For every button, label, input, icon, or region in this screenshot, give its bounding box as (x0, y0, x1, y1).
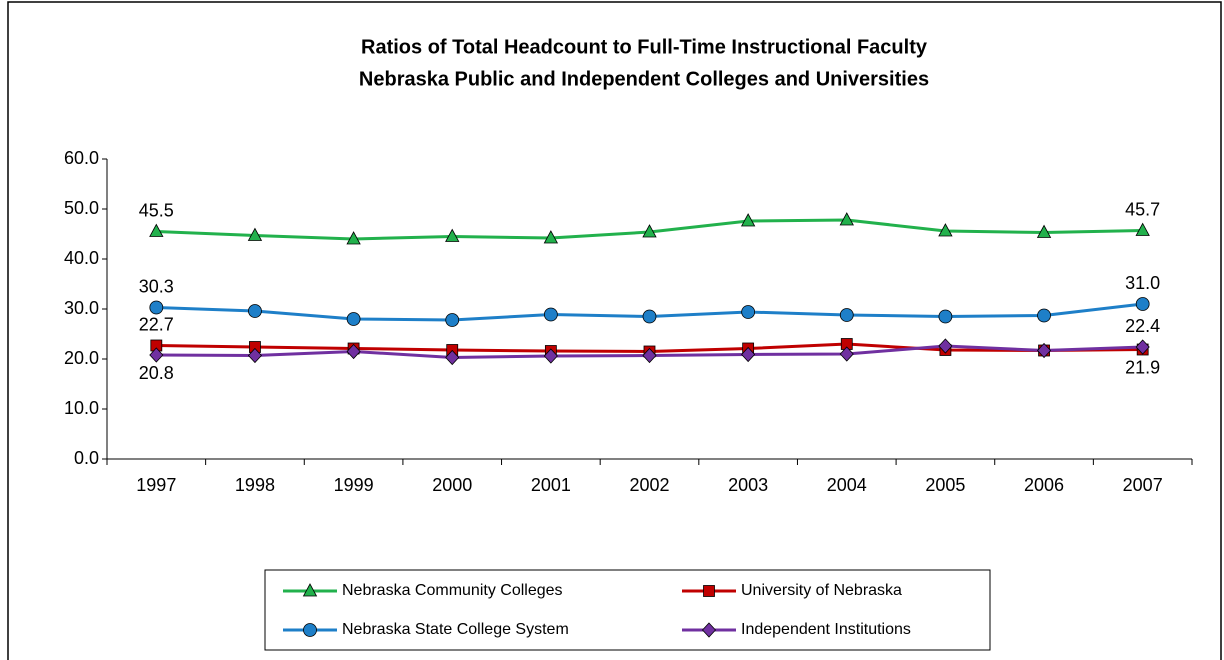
data-label: 21.9 (1125, 357, 1160, 377)
data-label: 22.4 (1125, 316, 1160, 336)
data-label: 31.0 (1125, 273, 1160, 293)
marker (642, 309, 657, 324)
marker (642, 224, 657, 238)
y-tick-label: 60.0 (64, 148, 99, 168)
x-tick-label: 1999 (334, 475, 374, 495)
x-tick-label: 2007 (1123, 475, 1163, 495)
marker (741, 305, 756, 319)
marker (543, 307, 558, 322)
marker (938, 338, 953, 354)
legend-label: Nebraska Community Colleges (342, 582, 563, 599)
marker (543, 230, 559, 244)
marker (149, 300, 164, 315)
marker (1037, 308, 1051, 323)
marker (1036, 224, 1052, 238)
data-label: 45.5 (139, 200, 174, 220)
marker (703, 585, 715, 597)
marker (740, 213, 756, 227)
x-tick-label: 2003 (728, 475, 768, 495)
marker (741, 346, 756, 363)
marker (642, 347, 657, 364)
y-tick-label: 20.0 (64, 348, 99, 368)
x-tick-label: 2001 (531, 475, 571, 495)
legend-label: Nebraska State College System (342, 621, 569, 638)
marker (701, 622, 717, 638)
marker (247, 227, 263, 241)
x-tick-label: 1997 (136, 475, 176, 495)
marker (1135, 297, 1150, 311)
marker (1135, 222, 1150, 236)
marker (1135, 339, 1150, 355)
legend-label: University of Nebraska (741, 582, 902, 599)
marker (839, 346, 854, 362)
data-label: 22.7 (139, 314, 174, 334)
x-tick-label: 2004 (827, 475, 867, 495)
x-tick-label: 2006 (1024, 475, 1064, 495)
marker (445, 228, 460, 242)
y-tick-label: 10.0 (64, 398, 99, 418)
data-label: 30.3 (139, 276, 174, 296)
marker (149, 223, 164, 237)
x-tick-label: 2000 (432, 475, 472, 495)
marker (346, 343, 361, 360)
marker (248, 304, 262, 318)
x-tick-label: 2005 (925, 475, 965, 495)
marker (543, 348, 558, 364)
x-tick-label: 1998 (235, 475, 275, 495)
marker (1036, 342, 1052, 359)
x-tick-label: 2002 (629, 475, 669, 495)
marker (839, 212, 854, 226)
marker (302, 583, 318, 597)
marker (346, 231, 361, 245)
data-label: 20.8 (139, 363, 174, 383)
chart-title: Ratios of Total Headcount to Full-Time I… (361, 36, 928, 58)
marker (149, 347, 164, 363)
y-tick-label: 40.0 (64, 248, 99, 268)
marker (938, 309, 953, 324)
chart-border (7, 1, 1222, 660)
y-tick-label: 50.0 (64, 198, 99, 218)
marker (247, 347, 263, 364)
marker (346, 312, 361, 326)
y-tick-label: 30.0 (64, 298, 99, 318)
chart-subtitle: Nebraska Public and Independent Colleges… (359, 68, 929, 90)
legend-box (264, 569, 991, 651)
marker (839, 308, 854, 322)
marker (303, 623, 317, 637)
marker (445, 349, 460, 366)
legend-label: Independent Institutions (741, 621, 911, 638)
y-tick-label: 0.0 (74, 448, 99, 468)
marker (445, 313, 460, 327)
data-label: 45.7 (1125, 199, 1160, 219)
marker (938, 223, 953, 237)
